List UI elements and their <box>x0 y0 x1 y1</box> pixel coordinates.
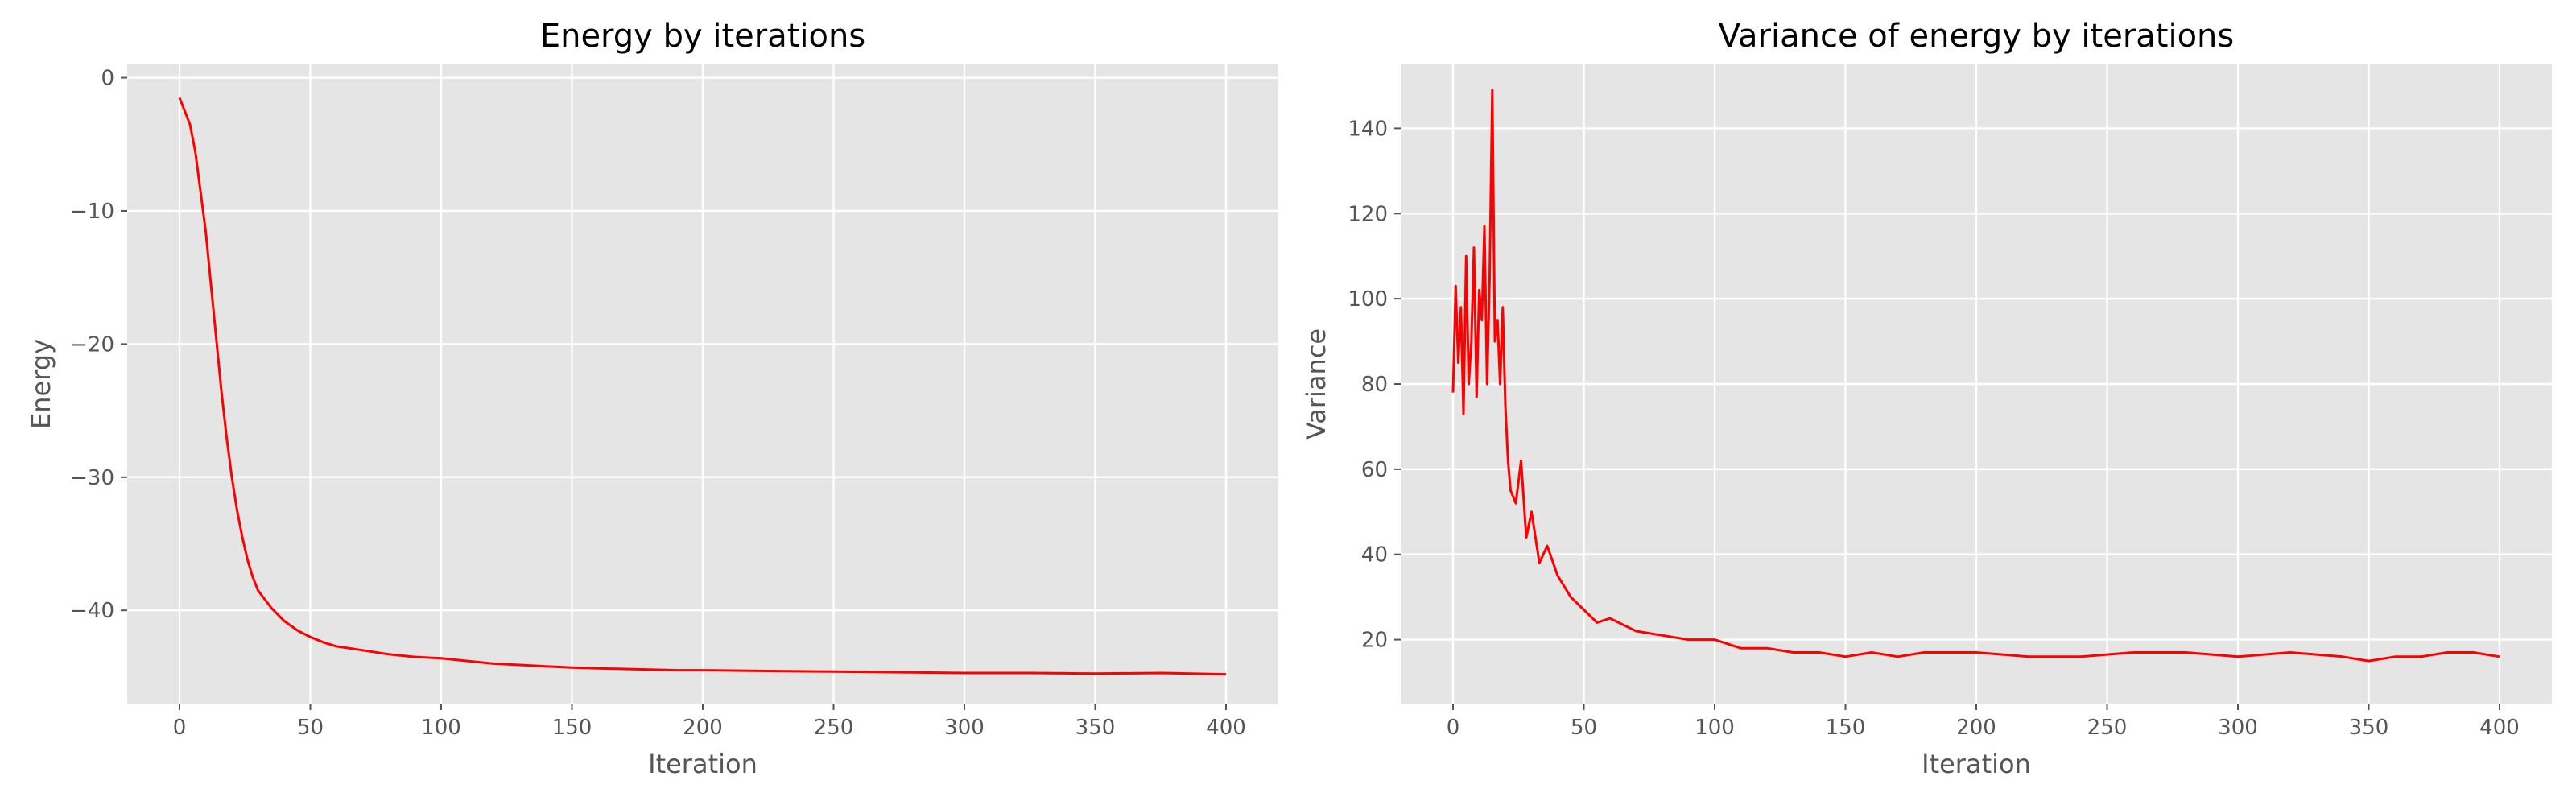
variance-y-axis-label: Variance <box>1301 328 1331 440</box>
variance-y-tick-label: 120 <box>1348 202 1388 226</box>
energy-x-tick-label: 50 <box>297 716 324 740</box>
energy-series-line <box>178 97 1227 676</box>
variance-y-tick-label: 60 <box>1361 458 1388 482</box>
variance-x-tick-label: 400 <box>2479 716 2520 740</box>
variance-x-tick-label: 150 <box>1826 716 1866 740</box>
variance-chart: 0 50 100 150 200 250 300 350 400 20 40 60 80 100 120 14… <box>1301 18 2552 779</box>
variance-series-line <box>1451 89 2500 663</box>
energy-y-tick-label: −30 <box>70 466 114 490</box>
variance-chart-title: Variance of energy by iterations <box>1719 18 2234 55</box>
variance-ticks: 0 50 100 150 200 250 300 350 400 20 40 60 80 100 120 14… <box>1348 117 2519 740</box>
variance-y-tick-label: 100 <box>1348 287 1388 312</box>
variance-x-tick-label: 100 <box>1695 716 1735 740</box>
variance-x-tick-label: 250 <box>2087 716 2128 740</box>
variance-y-tick-label: 20 <box>1361 629 1388 653</box>
energy-x-tick-label: 200 <box>683 716 723 740</box>
energy-y-axis-label: Energy <box>26 339 56 429</box>
energy-x-tick-label: 100 <box>421 716 461 740</box>
energy-grid <box>127 64 1278 704</box>
variance-y-tick-label: 140 <box>1348 117 1388 141</box>
energy-x-tick-label: 350 <box>1075 716 1116 740</box>
energy-x-tick-label: 250 <box>814 716 854 740</box>
energy-y-tick-label: −10 <box>70 200 114 224</box>
energy-chart-title: Energy by iterations <box>540 18 865 55</box>
energy-y-tick-label: −40 <box>70 599 114 623</box>
variance-x-tick-label: 350 <box>2349 716 2389 740</box>
variance-x-tick-label: 50 <box>1571 716 1597 740</box>
energy-x-tick-label: 400 <box>1206 716 1246 740</box>
energy-y-tick-label: 0 <box>101 67 114 91</box>
variance-x-axis-label: Iteration <box>1922 749 2031 779</box>
variance-y-tick-label: 40 <box>1361 543 1388 568</box>
energy-chart: 0 50 100 150 200 250 300 350 400 0 −10 −20 −30 −40 En… <box>26 18 1278 779</box>
energy-x-tick-label: 300 <box>944 716 985 740</box>
variance-x-tick-label: 300 <box>2218 716 2258 740</box>
energy-x-tick-label: 150 <box>552 716 592 740</box>
variance-x-tick-label: 0 <box>1447 716 1460 740</box>
variance-grid <box>1401 64 2552 704</box>
energy-ticks: 0 50 100 150 200 250 300 350 400 0 −10 −20 −30 −40 <box>70 67 1246 740</box>
energy-x-tick-label: 0 <box>173 716 187 740</box>
energy-y-tick-label: −20 <box>70 332 114 357</box>
energy-x-axis-label: Iteration <box>648 749 758 779</box>
variance-x-tick-label: 200 <box>1956 716 1996 740</box>
variance-y-tick-label: 80 <box>1361 373 1388 397</box>
